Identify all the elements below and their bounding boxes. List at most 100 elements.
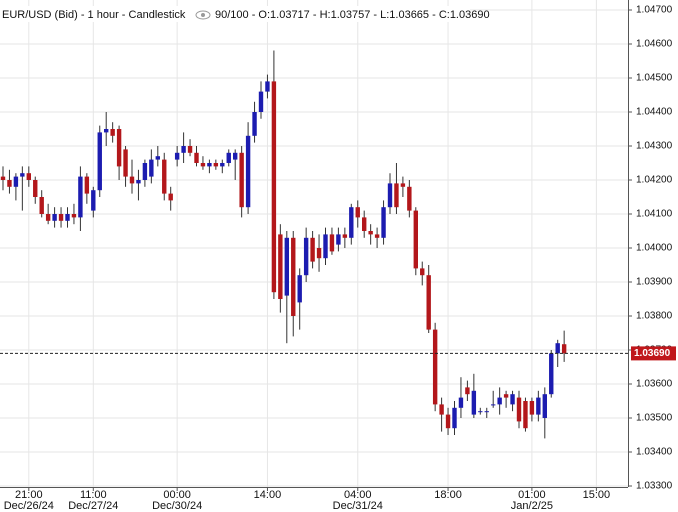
y-tick-label: 1.04000 xyxy=(636,243,673,254)
x-tick-label: 18:00 xyxy=(434,489,462,501)
x-tick-label: 04:00 xyxy=(344,489,372,501)
candle-body xyxy=(284,237,289,296)
x-tick-label: 15:00 xyxy=(583,489,611,501)
candle-body xyxy=(245,135,251,208)
candle-body xyxy=(52,214,57,221)
ohlc-info: 90/100 - O:1.03717 - H:1.03757 - L:1.036… xyxy=(215,9,490,21)
candle-body xyxy=(362,217,367,231)
candle-body xyxy=(465,387,470,395)
candle-body xyxy=(445,414,451,429)
candle-body xyxy=(278,234,283,299)
candle-body xyxy=(561,344,567,354)
candle-body xyxy=(233,152,238,160)
candle-body xyxy=(394,183,399,208)
candle-body xyxy=(200,163,206,167)
candle-body xyxy=(458,397,464,408)
candle-body xyxy=(91,190,96,211)
x-tick-date: Jan/2/25 xyxy=(511,500,553,512)
y-tick-label: 1.04700 xyxy=(636,5,673,16)
candles xyxy=(0,50,567,439)
candle-body xyxy=(484,411,489,413)
candle-body xyxy=(374,234,380,238)
candle-body xyxy=(71,214,77,218)
x-tick-label: 01:00 xyxy=(518,489,546,501)
candle-body xyxy=(368,231,373,235)
candle-body xyxy=(194,152,199,163)
y-tick-label: 1.04100 xyxy=(636,209,673,220)
header-bg xyxy=(0,6,470,22)
y-tick-label: 1.04600 xyxy=(636,39,673,50)
candle-body xyxy=(116,129,122,167)
candle-body xyxy=(323,234,328,259)
candle-body xyxy=(491,404,496,406)
x-tick-date: Dec/27/24 xyxy=(68,500,118,512)
y-tick-label: 1.03400 xyxy=(636,447,673,458)
candle-body xyxy=(26,173,31,180)
candle-body xyxy=(471,390,477,415)
candle-body xyxy=(355,207,360,218)
candle-body xyxy=(58,214,64,221)
candle-body xyxy=(84,176,90,194)
candle-body xyxy=(303,237,309,276)
candle-body xyxy=(7,180,12,187)
y-tick-label: 1.04300 xyxy=(636,141,673,152)
candle-body xyxy=(542,394,547,418)
y-tick-label: 1.04500 xyxy=(636,73,673,84)
candle-body xyxy=(149,159,154,177)
candle-body xyxy=(123,149,128,177)
candle-body xyxy=(549,353,554,395)
current-price-label: 1.03690 xyxy=(634,348,671,359)
candle-body xyxy=(136,180,141,184)
candle-body xyxy=(45,214,51,221)
candle-body xyxy=(142,163,148,180)
candle-body xyxy=(187,146,193,153)
current-price-box xyxy=(631,346,676,361)
candle-body xyxy=(33,180,38,197)
x-tick-label: 00:00 xyxy=(163,489,191,501)
candle-body xyxy=(497,397,502,405)
candle-body xyxy=(510,394,515,405)
candle-body xyxy=(65,214,70,221)
x-tick-date: Dec/30/24 xyxy=(152,500,202,512)
y-tick-label: 1.03500 xyxy=(636,413,673,424)
candle-body xyxy=(452,407,457,429)
candle-body xyxy=(529,401,535,415)
candle-body xyxy=(174,152,180,160)
candle-body xyxy=(381,207,386,238)
candle-body xyxy=(162,159,167,194)
candle-body xyxy=(20,173,25,177)
candle-body xyxy=(523,401,528,429)
candle-body xyxy=(413,210,418,269)
candle-body xyxy=(432,329,438,405)
candle-body xyxy=(555,343,560,354)
candle-body xyxy=(168,193,173,201)
candle-body xyxy=(78,176,83,218)
candle-body xyxy=(207,163,212,167)
candle-body xyxy=(129,176,135,184)
candle-body xyxy=(349,207,354,238)
candle-body xyxy=(104,129,109,133)
y-tick-label: 1.04200 xyxy=(636,175,673,186)
candle-body xyxy=(310,237,315,262)
y-tick-label: 1.03900 xyxy=(636,277,673,288)
y-tick-label: 1.03800 xyxy=(636,311,673,322)
candle-body xyxy=(387,183,393,208)
x-tick-label: 14:00 xyxy=(254,489,282,501)
candle-body xyxy=(342,234,348,238)
chart-title: EUR/USD (Bid) - 1 hour - Candlestick xyxy=(2,9,186,21)
candle-body xyxy=(155,156,160,160)
candle-body xyxy=(420,268,425,276)
candle-body xyxy=(297,275,302,303)
candle-body xyxy=(536,397,541,415)
candle-body xyxy=(226,152,231,163)
candle-body xyxy=(329,234,335,252)
candle-body xyxy=(181,146,186,153)
candle-body xyxy=(258,91,264,112)
x-tick-date: Dec/26/24 xyxy=(4,500,54,512)
candle-body xyxy=(426,275,431,330)
candle-body xyxy=(39,197,44,214)
candle-body xyxy=(220,163,225,167)
x-tick-label: 11:00 xyxy=(80,489,107,501)
candle-body xyxy=(400,183,406,187)
